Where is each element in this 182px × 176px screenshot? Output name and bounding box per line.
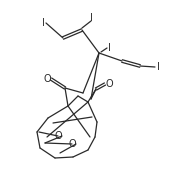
Text: O: O: [43, 74, 51, 84]
Text: I: I: [41, 18, 44, 28]
Text: I: I: [157, 62, 159, 72]
Text: I: I: [90, 13, 92, 23]
Text: O: O: [105, 79, 113, 89]
Text: I: I: [108, 43, 110, 53]
Text: O: O: [68, 139, 76, 149]
Text: O: O: [54, 131, 62, 141]
